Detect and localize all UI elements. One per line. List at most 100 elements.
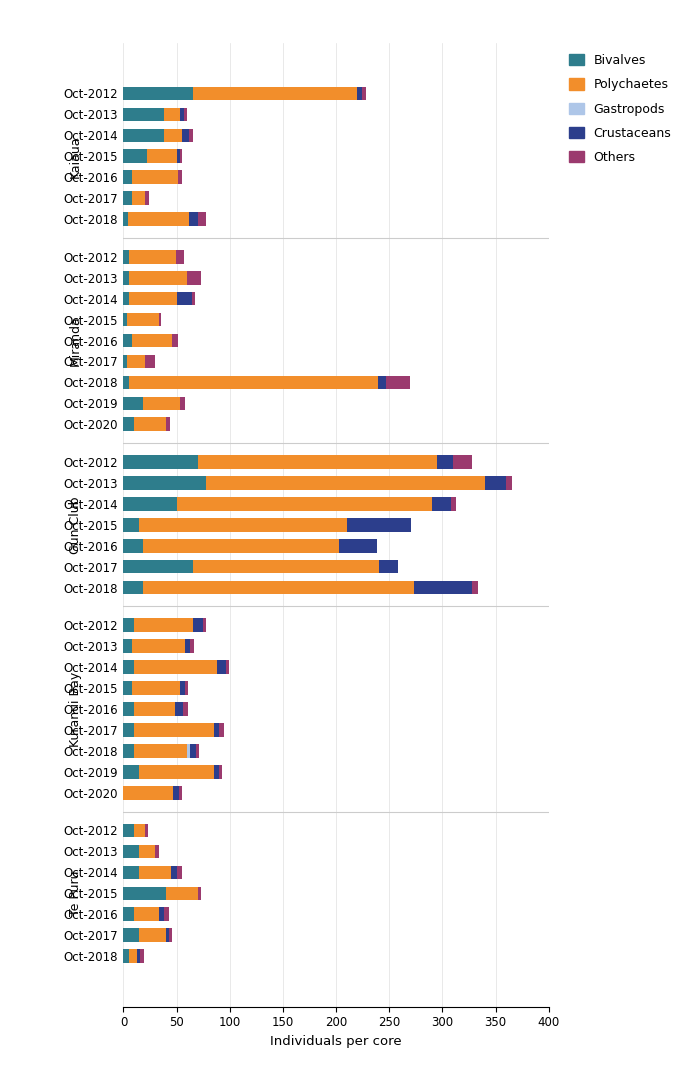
Bar (143, 539, 340, 553)
Bar (123, 618, 134, 632)
Bar (180, 681, 185, 695)
Bar (414, 580, 472, 594)
Bar (123, 824, 134, 838)
Bar (129, 250, 176, 263)
Bar (123, 250, 129, 263)
Bar (176, 150, 180, 163)
Bar (129, 271, 187, 285)
Bar (123, 271, 129, 285)
Bar (123, 150, 147, 163)
Bar (123, 455, 198, 469)
Text: Gun Club: Gun Club (69, 496, 82, 554)
Bar (123, 396, 143, 410)
Bar (166, 929, 169, 942)
Bar (123, 376, 129, 389)
Bar (174, 786, 179, 800)
Bar (193, 87, 357, 101)
X-axis label: Individuals per core: Individuals per core (270, 1035, 402, 1049)
Bar (176, 497, 432, 511)
Bar (184, 107, 187, 121)
Bar (129, 376, 377, 389)
Bar (191, 744, 196, 757)
Bar (143, 396, 180, 410)
Bar (432, 497, 451, 511)
Bar (139, 929, 166, 942)
Bar (164, 129, 182, 142)
Bar (134, 723, 214, 737)
Bar (164, 107, 180, 121)
Bar (123, 539, 143, 553)
Bar (203, 618, 206, 632)
Text: Kaiaua: Kaiaua (69, 135, 82, 178)
Bar (123, 765, 139, 779)
Bar (220, 723, 224, 737)
Bar (123, 518, 139, 531)
Bar (127, 313, 158, 327)
Bar (123, 477, 206, 489)
Bar (123, 292, 129, 305)
Bar (169, 929, 172, 942)
Bar (437, 455, 453, 469)
Text: Te Puru: Te Puru (69, 871, 82, 916)
Bar (141, 949, 143, 963)
Bar (132, 192, 145, 205)
Bar (198, 887, 201, 900)
Bar (347, 518, 410, 531)
Bar (176, 865, 182, 879)
Bar (123, 580, 143, 594)
Bar (214, 765, 220, 779)
Bar (178, 170, 182, 184)
Bar (123, 887, 166, 900)
Bar (485, 477, 506, 489)
Bar (198, 455, 437, 469)
Bar (174, 703, 183, 715)
Bar (340, 539, 377, 553)
Bar (166, 418, 170, 432)
Bar (129, 292, 176, 305)
Bar (166, 887, 198, 900)
Bar (134, 618, 193, 632)
Bar (180, 396, 185, 410)
Bar (129, 949, 137, 963)
Bar (123, 560, 193, 573)
Bar (145, 824, 148, 838)
Bar (134, 907, 158, 921)
Bar (172, 865, 176, 879)
Bar (134, 661, 217, 674)
Bar (134, 703, 174, 715)
Bar (145, 355, 155, 368)
Bar (139, 518, 347, 531)
Bar (158, 907, 164, 921)
Bar (176, 250, 184, 263)
Bar (145, 192, 149, 205)
Bar (137, 949, 141, 963)
Bar (183, 703, 189, 715)
Bar (123, 334, 132, 347)
Bar (182, 129, 189, 142)
Bar (134, 744, 187, 757)
Bar (123, 744, 134, 757)
Bar (139, 845, 155, 858)
Bar (214, 723, 220, 737)
Bar (132, 170, 178, 184)
Bar (123, 87, 193, 101)
Bar (123, 929, 139, 942)
Bar (196, 744, 199, 757)
Bar (123, 107, 164, 121)
Bar (123, 639, 132, 653)
Bar (362, 87, 366, 101)
Bar (123, 313, 127, 327)
Bar (226, 661, 228, 674)
Bar (472, 580, 477, 594)
Bar (134, 824, 145, 838)
Bar (123, 723, 134, 737)
Bar (377, 376, 386, 389)
Bar (164, 907, 169, 921)
Bar (123, 170, 132, 184)
Bar (123, 681, 132, 695)
Bar (176, 292, 191, 305)
Bar (132, 639, 185, 653)
Bar (123, 845, 139, 858)
Bar (147, 150, 176, 163)
Bar (123, 418, 134, 432)
